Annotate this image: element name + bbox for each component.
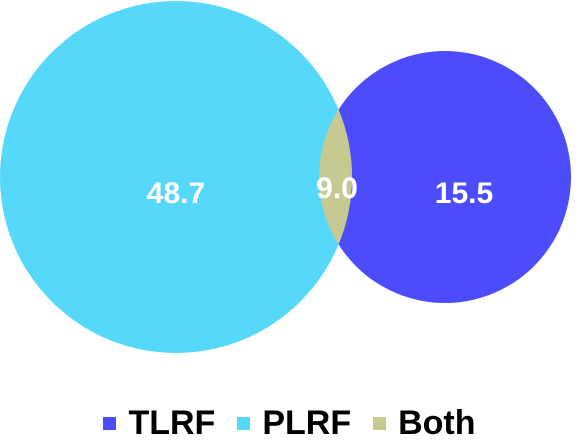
legend-label-tlrf: TLRF bbox=[128, 403, 216, 442]
venn-diagram: 48.7 9.0 15.5 bbox=[0, 1, 571, 353]
legend-item-tlrf: TLRF bbox=[103, 404, 215, 443]
legend-label-both: Both bbox=[398, 403, 476, 442]
legend: TLRF PLRF Both bbox=[0, 400, 579, 446]
legend-item-plrf: PLRF bbox=[237, 404, 351, 443]
tlrf-only-value: 15.5 bbox=[435, 177, 493, 210]
tlrf-circle bbox=[319, 51, 571, 303]
legend-item-both: Both bbox=[373, 403, 476, 443]
legend-swatch-plrf bbox=[237, 416, 251, 430]
plrf-circle bbox=[0, 1, 352, 353]
legend-label-plrf: PLRF bbox=[262, 403, 352, 442]
legend-swatch-both bbox=[373, 416, 387, 430]
plrf-only-value: 48.7 bbox=[147, 177, 205, 210]
both-value: 9.0 bbox=[316, 172, 358, 205]
legend-swatch-tlrf bbox=[103, 416, 117, 430]
